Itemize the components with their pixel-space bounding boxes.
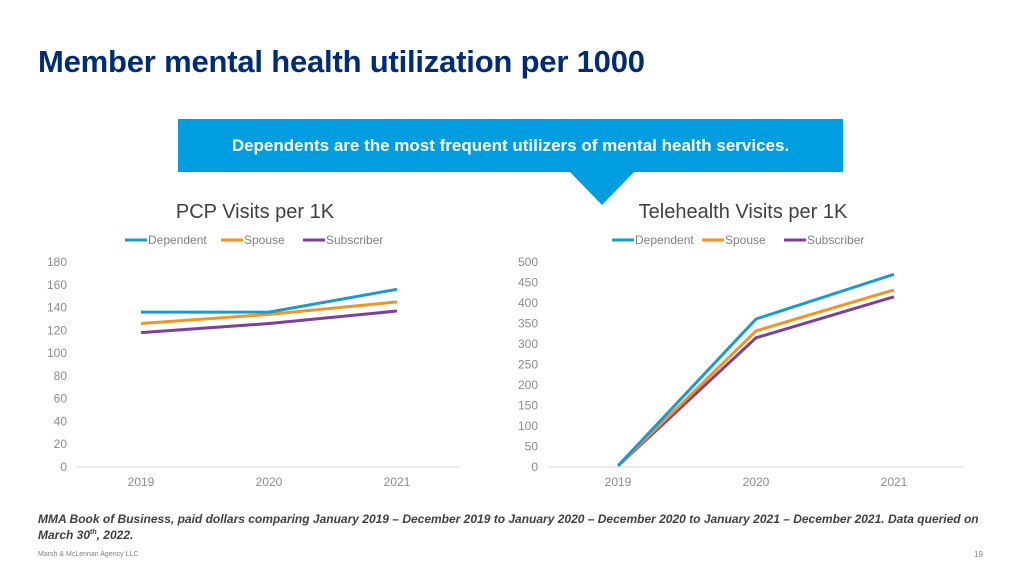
- chart-title: PCP Visits per 1K: [176, 201, 335, 223]
- series-line-spouse: [140, 300, 398, 325]
- footnote: MMA Book of Business, paid dollars compa…: [38, 513, 988, 542]
- legend-label-spouse: Spouse: [725, 233, 766, 247]
- slide-title: Member mental health utilization per 100…: [38, 44, 645, 79]
- page-number: 19: [974, 550, 983, 559]
- y-tick-label: 40: [54, 414, 68, 428]
- chart-title: Telehealth Visits per 1K: [639, 201, 848, 223]
- x-tick-label: 2021: [881, 475, 908, 489]
- y-tick-label: 0: [531, 460, 538, 474]
- x-tick-label: 2019: [605, 475, 632, 489]
- callout-text: Dependents are the most frequent utilize…: [231, 135, 790, 155]
- y-tick-label: 0: [60, 460, 67, 474]
- footnote-end: , 2022.: [96, 528, 134, 542]
- y-tick-label: 400: [518, 296, 538, 310]
- y-tick-label: 180: [47, 255, 67, 269]
- footnote-text: MMA Book of Business, paid dollars compa…: [38, 512, 979, 542]
- y-tick-label: 350: [518, 317, 538, 331]
- x-tick-label: 2020: [743, 475, 770, 489]
- y-tick-label: 100: [518, 419, 538, 433]
- y-tick-label: 500: [518, 255, 538, 269]
- pcp-visits-chart: PCP Visits per 1K Dependent Spouse Subscrib…: [47, 201, 460, 489]
- y-tick-label: 160: [47, 278, 67, 292]
- series-line-dependent: [141, 287, 398, 314]
- legend-label-subscriber: Subscriber: [326, 233, 383, 247]
- series-line-subscriber: [616, 295, 895, 467]
- y-tick-label: 120: [47, 323, 67, 337]
- legend-label-dependent: Dependent: [148, 233, 207, 247]
- y-tick-label: 100: [47, 346, 67, 360]
- x-tick-label: 2019: [128, 475, 155, 489]
- y-tick-label: 300: [518, 337, 538, 351]
- series-line-subscriber: [140, 309, 398, 335]
- y-tick-label: 50: [525, 440, 539, 454]
- legend-label-subscriber: Subscriber: [807, 233, 864, 247]
- series-line-spouse: [616, 288, 895, 467]
- x-tick-label: 2020: [256, 475, 283, 489]
- y-tick-label: 80: [54, 369, 68, 383]
- x-tick-label: 2021: [384, 475, 411, 489]
- y-tick-label: 20: [54, 437, 68, 451]
- company-name: Marsh & McLennan Agency LLC: [38, 551, 139, 558]
- footnote-superscript: th: [90, 529, 97, 536]
- y-tick-label: 60: [54, 392, 68, 406]
- y-tick-label: 250: [518, 358, 538, 372]
- y-tick-label: 450: [518, 276, 538, 290]
- y-tick-label: 140: [47, 301, 67, 315]
- key-insight-callout: Dependents are the most frequent utilize…: [178, 119, 843, 172]
- y-tick-label: 150: [518, 399, 538, 413]
- callout-pointer: [569, 171, 635, 205]
- y-tick-label: 200: [518, 378, 538, 392]
- telehealth-visits-chart: Telehealth Visits per 1K Dependent Spouse S…: [518, 201, 963, 489]
- series-line-dependent: [616, 272, 895, 467]
- legend-label-spouse: Spouse: [244, 233, 285, 247]
- legend-label-dependent: Dependent: [635, 233, 694, 247]
